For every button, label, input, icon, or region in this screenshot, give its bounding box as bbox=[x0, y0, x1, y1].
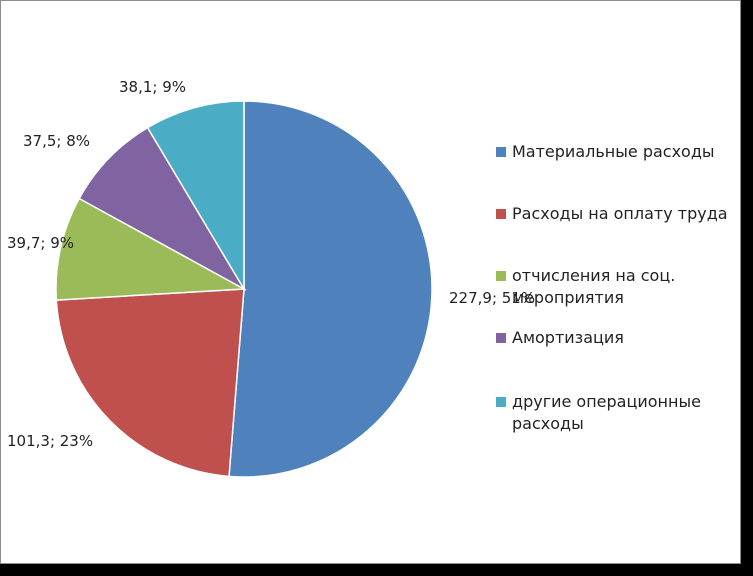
legend-label: другие операционные расходы bbox=[512, 392, 701, 433]
chart-frame: 227,9; 51% 101,3; 23% 39,7; 9% 37,5; 8% 38,1… bbox=[0, 0, 741, 564]
legend-label: Расходы на оплату труда bbox=[512, 204, 728, 223]
pie-slice-amortization bbox=[78, 126, 247, 291]
legend-item-material: Материальные расходы bbox=[496, 141, 742, 163]
pie-slice-material bbox=[228, 100, 433, 478]
legend-swatch bbox=[496, 271, 506, 281]
legend-swatch bbox=[496, 333, 506, 343]
pie-slice-social bbox=[55, 197, 247, 301]
legend-label: отчисления на соц. мероприятия bbox=[512, 266, 676, 307]
pie-slice-labor bbox=[55, 288, 245, 478]
data-label: 37,5; 8% bbox=[23, 132, 90, 150]
legend-swatch bbox=[496, 147, 506, 157]
data-label: 38,1; 9% bbox=[119, 78, 186, 96]
legend-swatch bbox=[496, 397, 506, 407]
pie-slice-other bbox=[146, 100, 245, 292]
data-label: 227,9; 51% bbox=[449, 289, 535, 307]
legend-item-labor: Расходы на оплату труда bbox=[496, 203, 742, 225]
pie-chart: 227,9; 51% 101,3; 23% 39,7; 9% 37,5; 8% 38,1… bbox=[7, 78, 535, 478]
data-label: 39,7; 9% bbox=[7, 234, 74, 252]
legend-label: Амортизация bbox=[512, 328, 624, 347]
legend-item-other: другие операционные расходы bbox=[496, 391, 742, 435]
legend-swatch bbox=[496, 209, 506, 219]
data-label: 101,3; 23% bbox=[7, 432, 93, 450]
legend-item-social: отчисления на соц. мероприятия bbox=[496, 265, 742, 309]
legend-label: Материальные расходы bbox=[512, 142, 715, 161]
legend-item-amortization: Амортизация bbox=[496, 327, 742, 349]
